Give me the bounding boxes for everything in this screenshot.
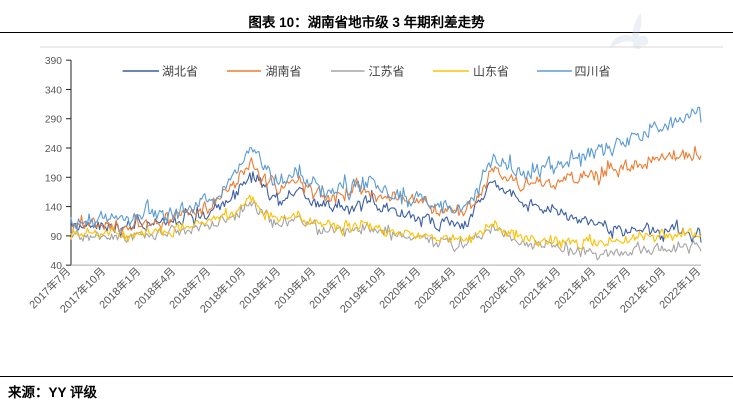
- svg-text:140: 140: [45, 203, 62, 214]
- svg-text:山东省: 山东省: [473, 65, 509, 79]
- svg-text:290: 290: [45, 115, 62, 126]
- svg-text:340: 340: [45, 85, 62, 96]
- svg-text:湖北省: 湖北省: [162, 64, 198, 79]
- svg-text:湖南省: 湖南省: [266, 64, 302, 79]
- svg-text:390: 390: [45, 56, 62, 67]
- svg-text:江苏省: 江苏省: [369, 65, 405, 79]
- svg-text:240: 240: [45, 144, 62, 155]
- svg-text:90: 90: [51, 232, 63, 243]
- svg-text:四川省: 四川省: [575, 65, 611, 79]
- svg-text:190: 190: [45, 173, 62, 184]
